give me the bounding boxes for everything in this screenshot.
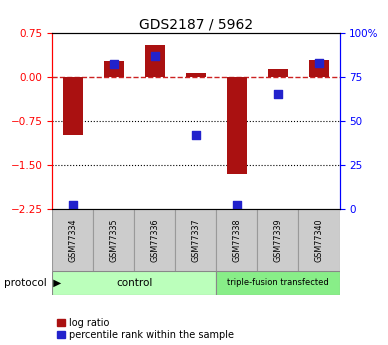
Text: GSM77340: GSM77340 [315, 218, 324, 262]
Text: protocol  ▶: protocol ▶ [4, 278, 61, 288]
Bar [175, 209, 217, 271]
Point [70, 203, 76, 208]
Bar [134, 209, 175, 271]
Text: GSM77335: GSM77335 [109, 218, 118, 262]
Bar [217, 271, 340, 295]
Bar [62, 77, 83, 135]
Bar [258, 209, 298, 271]
Bar [298, 209, 340, 271]
Text: GSM77339: GSM77339 [274, 218, 282, 262]
Text: GSM77337: GSM77337 [191, 218, 201, 262]
Bar [227, 77, 247, 174]
Legend: log ratio, percentile rank within the sample: log ratio, percentile rank within the sa… [57, 318, 234, 340]
Point [193, 132, 199, 138]
Bar [145, 45, 165, 77]
Text: GSM77338: GSM77338 [232, 218, 241, 262]
Bar [217, 209, 258, 271]
Bar [52, 209, 94, 271]
Point [275, 91, 281, 97]
Bar [104, 61, 124, 77]
Bar [268, 69, 288, 77]
Bar [186, 73, 206, 77]
Text: triple-fusion transfected: triple-fusion transfected [227, 278, 329, 287]
Bar [309, 60, 329, 77]
Title: GDS2187 / 5962: GDS2187 / 5962 [139, 18, 253, 32]
Point [111, 62, 117, 67]
Text: GSM77336: GSM77336 [151, 218, 159, 262]
Text: GSM77334: GSM77334 [68, 218, 77, 262]
Point [316, 60, 322, 66]
Point [152, 53, 158, 58]
Bar [94, 209, 134, 271]
Bar [52, 271, 217, 295]
Text: control: control [116, 278, 152, 288]
Point [234, 203, 240, 208]
